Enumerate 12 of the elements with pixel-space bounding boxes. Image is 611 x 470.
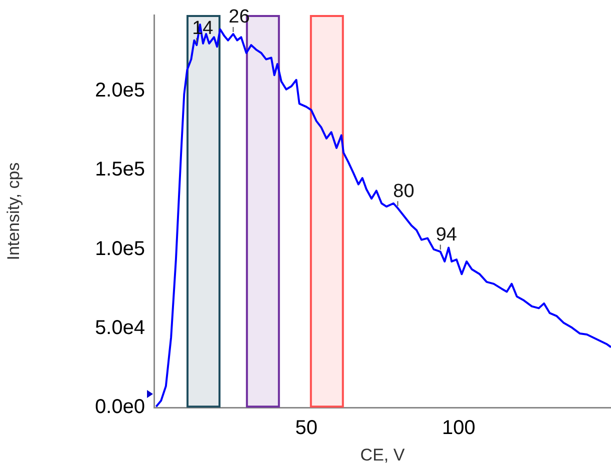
x-axis-title: CE, V [360,445,406,464]
y-tick-label: 2.0e5 [94,80,145,102]
x-tick-label: 50 [295,417,318,440]
y-tick-label: 5.0e4 [94,316,145,339]
annotation: 94 [436,224,458,246]
y-tick-label: 1.5e5 [94,158,145,181]
x-tick-label: 100 [442,417,476,440]
y-tick-label: 0.0e0 [94,396,145,418]
annotation: 80 [393,180,414,202]
y-tick-label: 1.0e5 [94,238,145,260]
y-axis-title: Intensity, cps [4,162,23,260]
annotation: 26 [228,6,250,28]
